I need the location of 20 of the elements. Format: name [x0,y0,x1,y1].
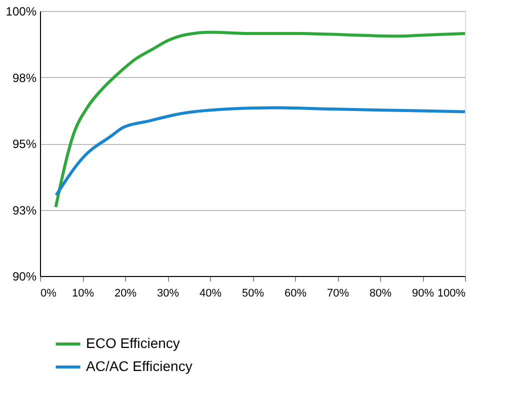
x-tick-label: 40% [199,288,222,300]
x-tick-label: 100% [437,288,466,300]
x-tick-label: 60% [284,288,307,300]
y-tick-label: 90% [12,270,37,284]
x-tick-label: 30% [156,288,180,300]
y-tick-label: 100% [6,4,37,18]
x-tick-label: 90% [412,288,434,300]
x-tick-label: 50% [242,288,264,300]
legend-label: ECO Efficiency [86,335,180,351]
line-series [54,106,466,197]
y-tick-label: 98% [12,70,37,85]
x-tick-label: 20% [114,288,137,300]
legend-label: AC/AC Efficiency [86,358,192,374]
x-tick-label: 80% [369,288,392,300]
y-tick-label: 93% [12,203,37,218]
line-series [54,30,466,209]
y-tick-label: 95% [12,137,37,151]
x-tick-label: 10% [72,288,94,300]
x-tick-label: 70% [326,288,350,300]
x-tick-label: 0% [40,288,57,300]
